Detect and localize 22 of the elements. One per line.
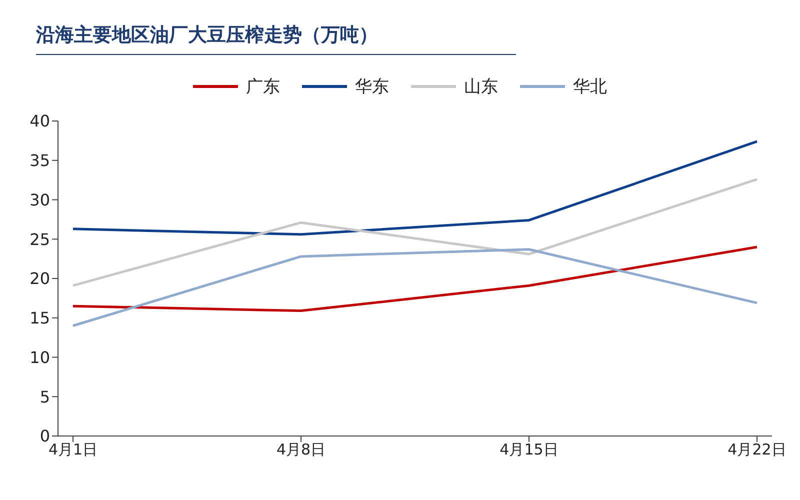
legend-label: 山东: [463, 76, 498, 98]
x-tick-label: 4月1日: [48, 440, 98, 459]
chart-title: 沿海主要地区油厂大豆压榨走势（万吨）: [34, 23, 379, 48]
y-tick-label: 30: [30, 190, 50, 210]
y-tick-label: 25: [30, 230, 50, 249]
y-tick-label: 15: [30, 308, 50, 328]
x-tick-label: 4月15日: [500, 440, 558, 459]
line-series: [72, 178, 758, 287]
y-tick-label: 5: [40, 387, 50, 406]
legend-label: 华北: [572, 76, 607, 98]
line-series: [72, 246, 758, 312]
y-tick-label: 10: [30, 348, 50, 367]
line-series: [72, 248, 758, 327]
legend-label: 华东: [354, 76, 389, 98]
legend-label: 广东: [245, 76, 280, 98]
line-series: [72, 140, 758, 236]
y-tick-label: 40: [30, 112, 50, 131]
y-tick-label: 0: [40, 426, 50, 446]
x-tick-label: 4月22日: [728, 440, 786, 459]
y-tick-label: 35: [30, 151, 50, 170]
y-tick-label: 20: [30, 269, 50, 288]
x-tick-label: 4月8日: [276, 440, 326, 459]
